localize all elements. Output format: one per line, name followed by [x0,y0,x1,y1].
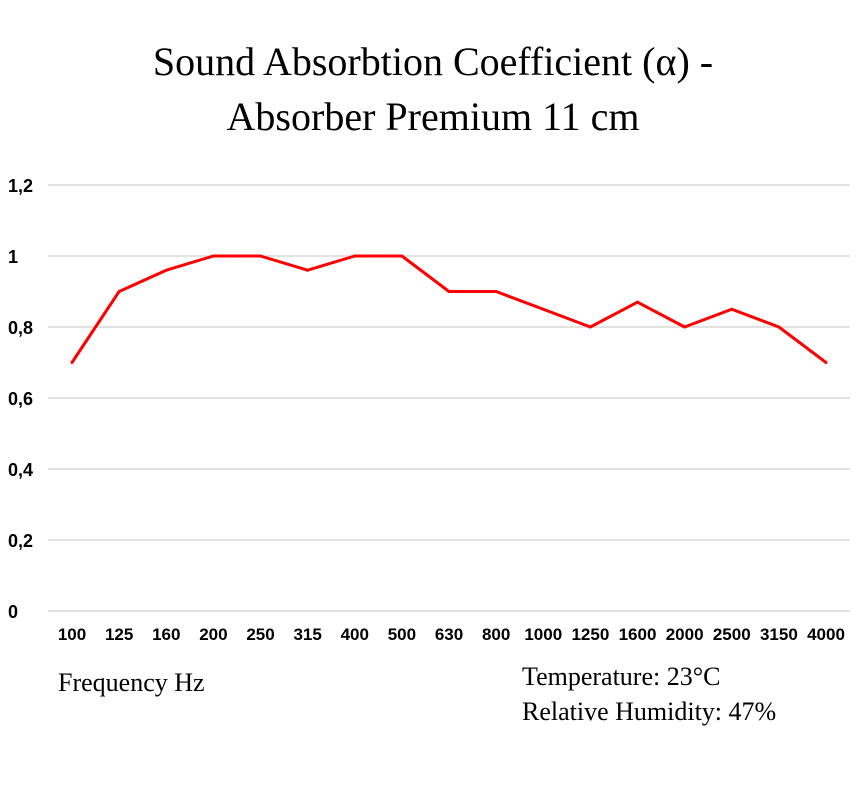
data-point [306,268,310,272]
data-point [353,254,357,258]
data-point [164,268,168,272]
data-point [636,300,639,304]
data-point [494,290,498,293]
x-tick-label: 200 [199,625,227,644]
data-point [588,325,592,329]
y-tick-label: 0,4 [8,460,33,480]
chart-title-line-2: Absorber Premium 11 cm [226,94,640,139]
data-point [400,254,404,258]
x-tick-label: 500 [388,625,416,644]
x-tick-label: 3150 [760,625,798,644]
data-point [259,254,262,258]
x-tick-label: 630 [435,625,463,644]
x-axis-label: Frequency Hz [58,668,205,697]
data-line [70,254,827,364]
y-tick-label: 1 [8,247,18,267]
y-tick-label: 0,8 [8,318,33,338]
data-point [447,290,451,293]
x-tick-label: 4000 [807,625,845,644]
data-point [730,307,734,311]
x-tick-label: 100 [58,625,86,644]
x-tick-label: 2000 [666,625,704,644]
x-tick-label: 315 [293,625,321,644]
y-tick-label: 0 [8,602,18,622]
data-point [541,307,545,311]
y-tick-label: 0,6 [8,389,33,409]
data-point [824,361,828,364]
x-tick-label: 1250 [571,625,609,644]
y-tick-label: 1,2 [8,176,33,196]
data-point [117,290,121,293]
data-point [70,361,74,364]
x-tick-label: 160 [152,625,180,644]
data-point [211,254,215,258]
data-point [777,325,781,329]
x-tick-label: 2500 [713,625,751,644]
chart-title-line-1: Sound Absorbtion Coefficient (α) - [152,39,714,84]
y-tick-label: 0,2 [8,531,33,551]
data-point [683,325,687,329]
x-tick-label: 125 [105,625,133,644]
x-tick-label: 250 [246,625,274,644]
x-tick-label: 400 [341,625,369,644]
x-tick-label: 800 [482,625,510,644]
humidity-annotation: Relative Humidity: 47% [522,697,777,726]
temperature-annotation: Temperature: 23°C [522,662,721,691]
x-tick-label: 1000 [524,625,562,644]
x-tick-label: 1600 [619,625,657,644]
